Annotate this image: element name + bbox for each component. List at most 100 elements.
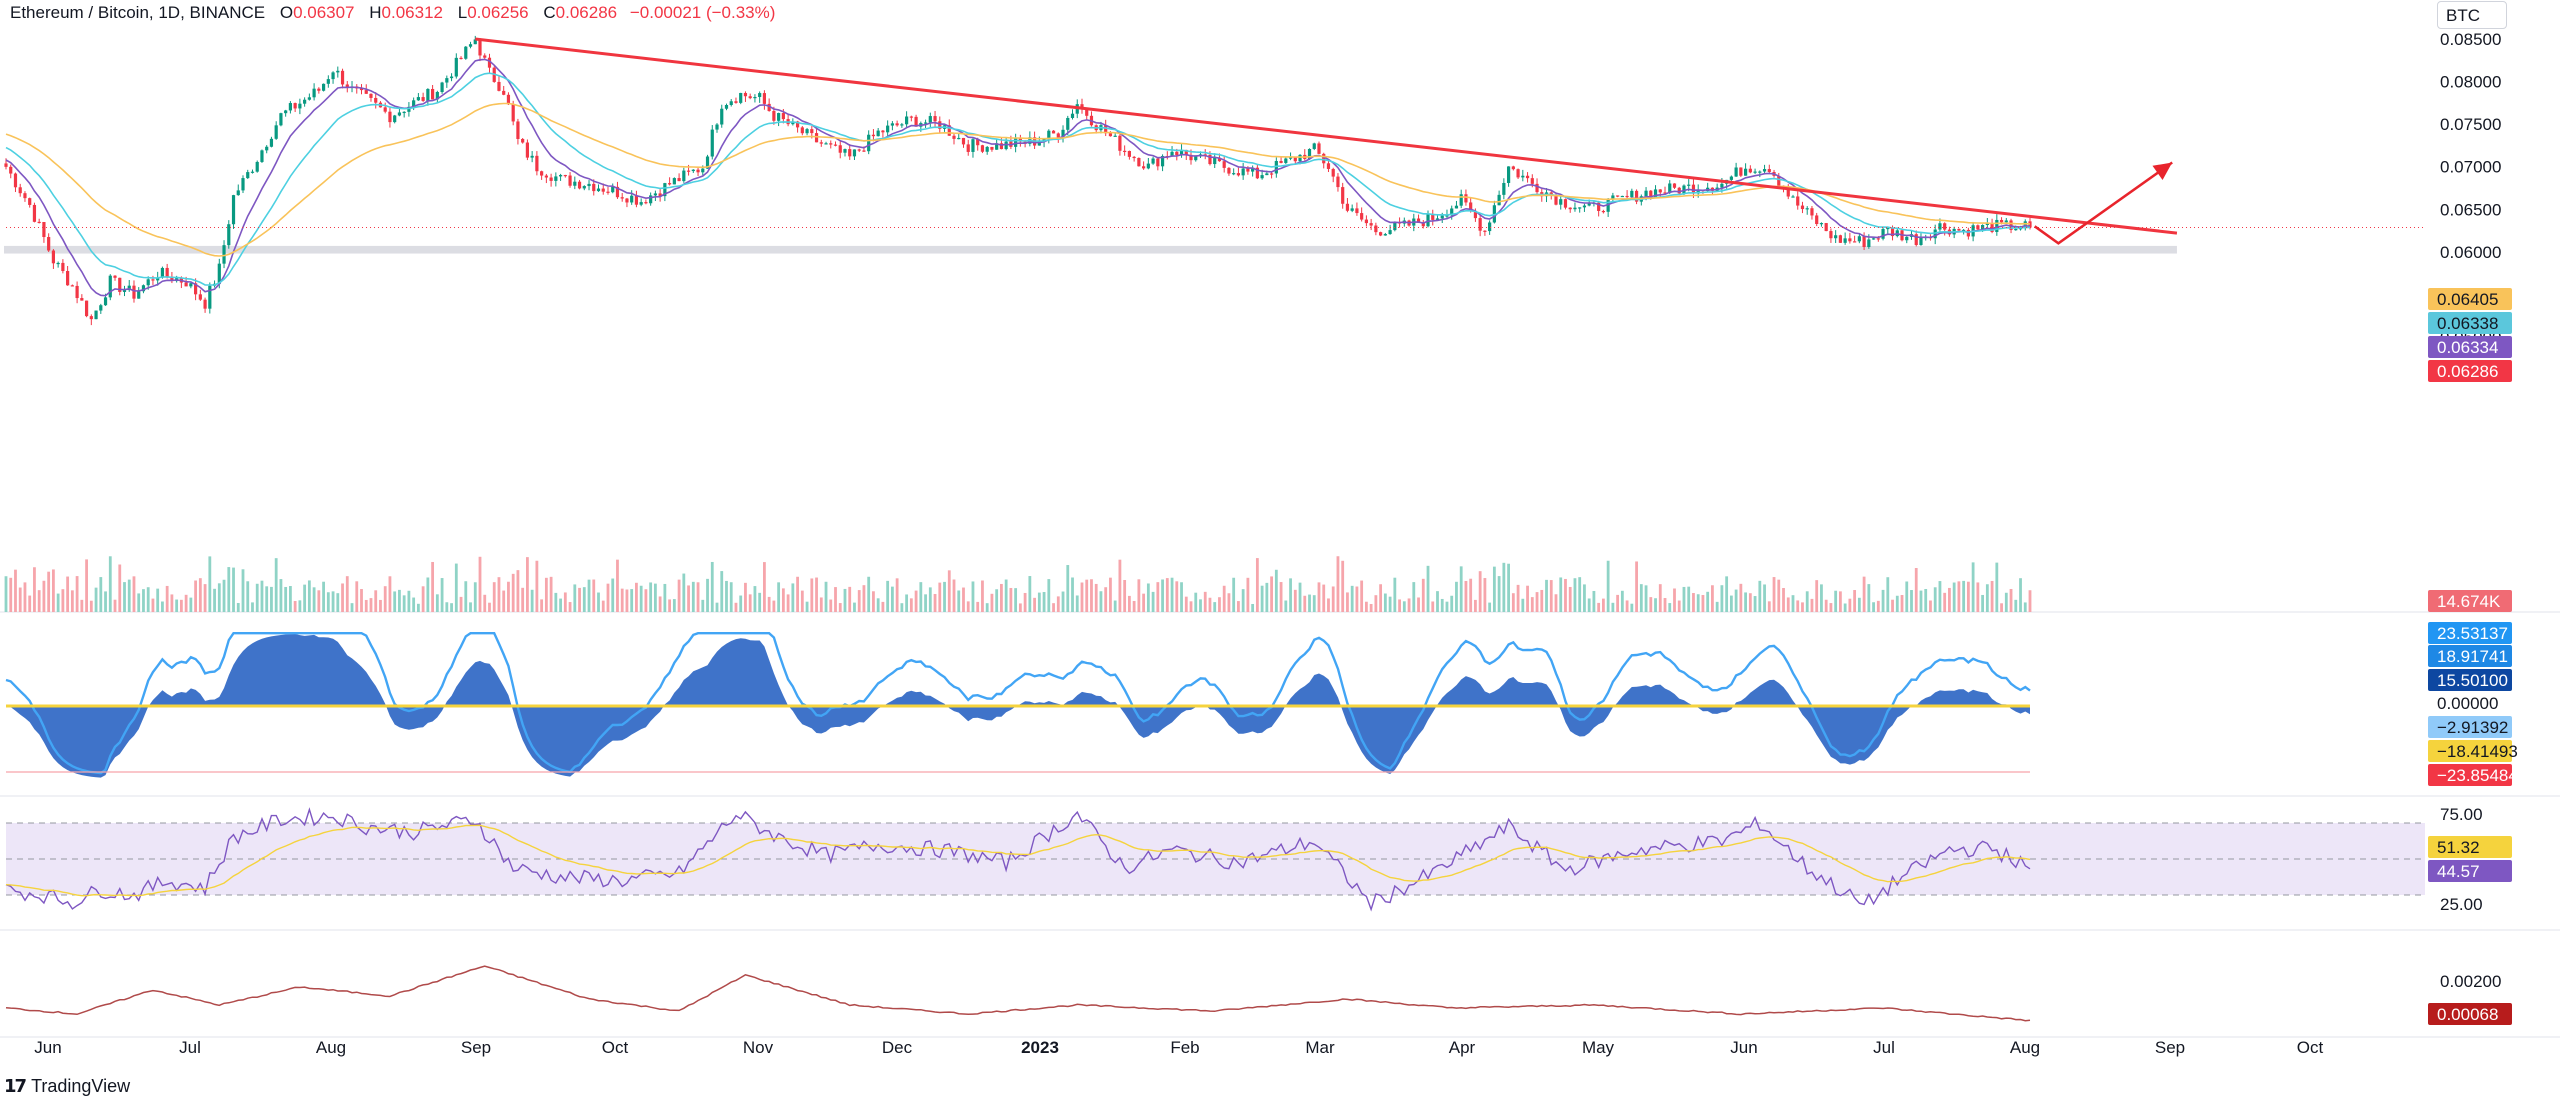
volume-bar	[1734, 589, 1738, 612]
volume-bar	[1023, 592, 1027, 612]
time-axis-tick: May	[1582, 1038, 1615, 1057]
time-axis-tick: Oct	[602, 1038, 629, 1057]
volume-bar	[1331, 586, 1335, 612]
candle-body	[795, 121, 800, 128]
time-axis-tick: Sep	[2155, 1038, 2185, 1057]
volume-bar	[1540, 589, 1544, 612]
volume-bar	[568, 602, 572, 612]
volume-bar	[336, 593, 340, 612]
volume-bar	[265, 586, 269, 612]
volume-bar	[251, 602, 254, 612]
volume-bar	[208, 556, 212, 612]
candle-body	[312, 88, 316, 98]
volume-bar	[1455, 581, 1458, 612]
candle-body	[558, 174, 563, 177]
projection-arrow-head	[2152, 162, 2173, 180]
volume-bar	[1568, 586, 1572, 612]
candle-body	[833, 144, 838, 146]
volume-bar	[1914, 568, 1918, 612]
candle-body	[701, 168, 705, 173]
tradingview-logo[interactable]: 𝟭𝟳 TradingView	[4, 1076, 130, 1097]
candle-body	[762, 93, 767, 104]
candle-body	[374, 97, 378, 103]
volume-bar	[156, 588, 160, 612]
volume-bar	[1265, 582, 1269, 612]
volume-bar	[1701, 595, 1705, 612]
candle-body	[1985, 223, 1989, 225]
volume-bar	[1459, 566, 1463, 612]
volume-bar	[1782, 587, 1785, 612]
candle-body	[1435, 218, 1440, 220]
volume-bar	[1564, 578, 1567, 612]
symbol-title[interactable]: Ethereum / Bitcoin, 1D, BINANCE	[10, 3, 266, 22]
candle-body	[1127, 150, 1131, 157]
time-axis-tick: Nov	[743, 1038, 774, 1057]
candle-body	[307, 97, 311, 100]
volume-bar	[1943, 592, 1947, 612]
volume-bar	[1137, 579, 1141, 612]
candle-body	[108, 275, 112, 298]
currency-button[interactable]: BTC	[2437, 1, 2507, 29]
volume-bar	[1658, 584, 1662, 612]
volume-bar	[620, 588, 624, 612]
candle-body	[1085, 108, 1089, 116]
volume-bar	[2019, 578, 2022, 612]
volume-bar	[1118, 559, 1122, 612]
volume-bar	[416, 603, 420, 612]
volume-bar	[137, 593, 141, 612]
volume-bar	[701, 599, 705, 612]
volume-bar	[1279, 582, 1283, 612]
candle-body	[772, 111, 776, 121]
candle-body	[156, 277, 160, 281]
volume-bar	[2000, 603, 2003, 612]
volume-bar	[549, 576, 553, 612]
volume-bar	[350, 603, 354, 612]
candle-body	[141, 285, 146, 292]
volume-bar	[526, 557, 529, 612]
candle-body	[321, 83, 326, 91]
volume-bar	[1028, 576, 1032, 612]
candle-body	[1369, 223, 1373, 226]
volume-bar	[1933, 587, 1937, 612]
volume-bar	[1132, 600, 1136, 612]
lower-indicator-label: 0.00068	[2437, 1005, 2498, 1024]
volume-bar	[663, 583, 667, 612]
candle-body	[1890, 227, 1895, 237]
candle-body	[1293, 157, 1297, 162]
volume-bar	[1407, 598, 1411, 612]
volume-bar	[341, 583, 344, 612]
volume-bar	[1535, 592, 1539, 612]
volume-bar	[1222, 585, 1226, 612]
candle-body	[1393, 221, 1397, 231]
candle-body	[1312, 143, 1316, 149]
candle-body	[445, 78, 449, 83]
candle-body	[1478, 218, 1482, 231]
volume-bar	[1516, 584, 1520, 612]
candle-body	[1767, 169, 1771, 172]
candle-body	[227, 224, 231, 246]
candle-body	[1805, 208, 1809, 210]
volume-bar	[412, 597, 416, 612]
volume-bar	[1080, 582, 1084, 612]
volume-bar	[1369, 603, 1373, 612]
volume-bar	[142, 589, 145, 612]
volume-bar	[786, 594, 790, 612]
candle-body	[13, 173, 18, 188]
candle-body	[331, 72, 335, 80]
volume-bar	[1971, 562, 1975, 612]
volume-bar	[1488, 602, 1492, 612]
volume-bar	[1549, 580, 1553, 612]
wave-line	[5, 632, 2031, 775]
candle-body	[170, 276, 174, 282]
candle-body	[923, 122, 928, 124]
moving-averages	[5, 58, 2031, 297]
candle-body	[957, 137, 961, 140]
volume-bar	[720, 571, 724, 612]
candle-body	[1175, 151, 1179, 156]
volume-bar	[1905, 581, 1909, 612]
volume-bar	[734, 602, 738, 612]
candle-body	[814, 133, 819, 143]
candle-body	[1881, 228, 1885, 239]
volume-bar	[270, 586, 273, 612]
